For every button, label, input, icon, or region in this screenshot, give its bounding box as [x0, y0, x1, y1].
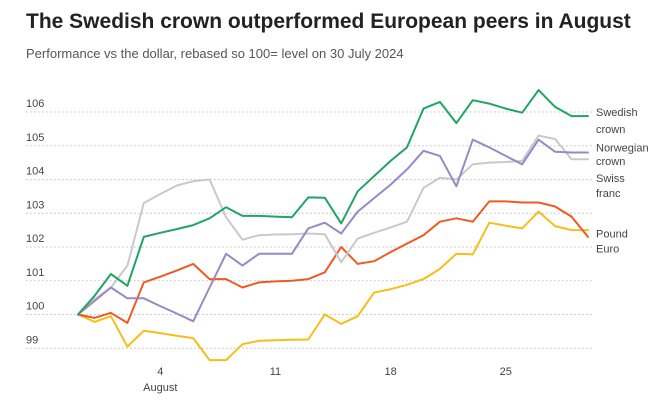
series-line-swedish-crown [77, 89, 589, 316]
y-tick-labels: 99 100 101 102 103 104 105 106 [26, 98, 44, 346]
svg-text:crown: crown [596, 124, 625, 136]
legend-label-norwegian-crown: Norwegian crown [596, 142, 649, 168]
y-tick-label: 104 [26, 166, 44, 178]
svg-text:Swedish: Swedish [596, 107, 638, 119]
series-line-euro [77, 210, 589, 362]
y-tick-label: 106 [26, 98, 44, 110]
svg-text:franc: franc [596, 188, 621, 200]
svg-text:crown: crown [596, 156, 625, 168]
x-tick-label: 25 [500, 366, 512, 378]
legend-label-pound: Pound [596, 229, 628, 241]
legend-label-swiss-franc: Swiss franc [596, 173, 625, 200]
y-tick-label: 103 [26, 199, 44, 211]
series-line-swiss-franc [77, 134, 589, 316]
series-layer [77, 89, 589, 362]
y-tick-label: 105 [26, 132, 44, 144]
x-tick-label: 18 [384, 366, 396, 378]
chart-title: The Swedish crown outperformed European … [26, 10, 631, 33]
legend-label-swedish-crown: Swedish crown [596, 107, 638, 136]
svg-text:Swiss: Swiss [596, 173, 625, 185]
series-line-norwegian-crown [77, 138, 589, 323]
y-tick-label: 102 [26, 233, 44, 245]
x-tick-sublabel: August [143, 382, 177, 394]
legend-layer: Swedish crown Norwegian crown Swiss franc Poun… [596, 107, 649, 256]
y-tick-label: 101 [26, 267, 44, 279]
chart-subtitle: Performance vs the dollar, rebased so 10… [26, 46, 404, 61]
y-tick-label: 100 [26, 301, 44, 313]
series-line-pound [77, 200, 589, 324]
legend-label-euro: Euro [596, 244, 619, 256]
svg-text:Euro: Euro [596, 244, 619, 256]
x-tick-label: 11 [270, 366, 281, 378]
x-tick-label: 4 [157, 366, 163, 378]
svg-text:Pound: Pound [596, 229, 628, 241]
svg-text:Norwegian: Norwegian [596, 142, 649, 154]
x-tick-labels: 4 August 11 18 25 [143, 366, 512, 394]
y-tick-label: 99 [26, 334, 38, 346]
